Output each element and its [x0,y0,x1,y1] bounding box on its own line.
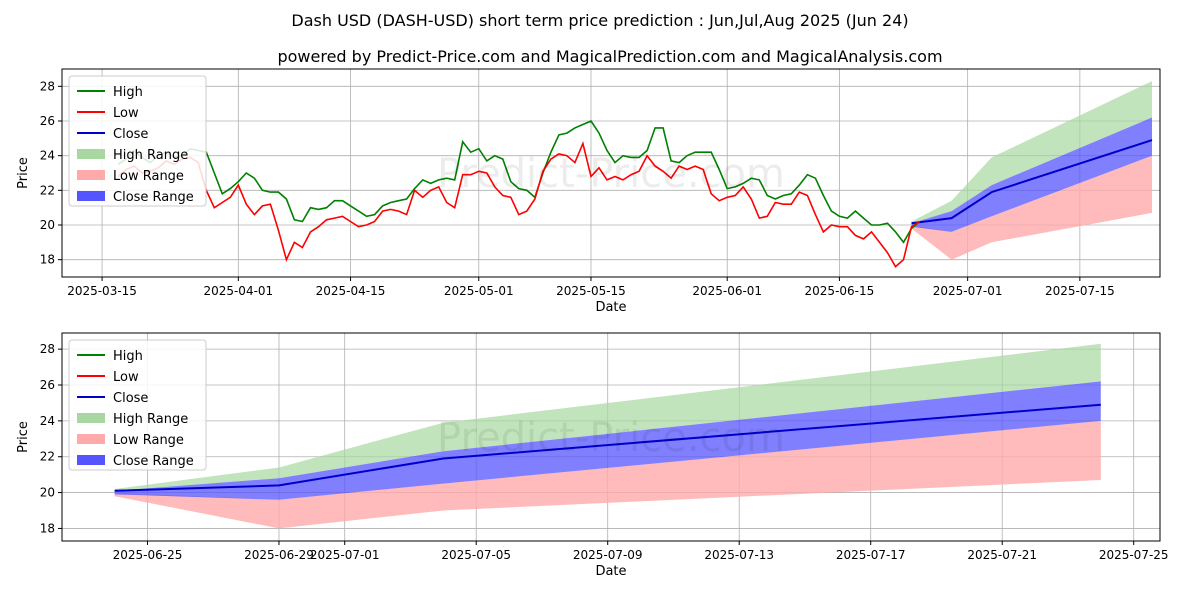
y-axis-label: Price [16,421,31,453]
plot-area [114,343,1101,529]
close-forecast-line [114,403,1101,492]
y-tick-label: 24 [40,414,55,428]
y-axis-label: Price [16,157,31,189]
chart-subtitle: powered by Predict-Price.com and Magical… [277,47,942,66]
legend-label-close-range: Close Range [113,190,194,205]
x-axis-label: Date [595,564,626,579]
low-range-band [114,420,1101,529]
x-tick-label: 2025-03-15 [67,284,137,298]
high-range-band [114,343,1101,491]
x-tick-label: 2025-07-09 [573,548,643,562]
chart-title: Dash USD (DASH-USD) short term price pre… [291,11,908,30]
legend-swatch-close-range [77,455,105,465]
y-tick-label: 18 [40,253,55,267]
legend-label-close: Close [113,127,148,142]
y-tick-label: 28 [40,342,55,356]
x-tick-label: 2025-06-25 [113,548,183,562]
legend: High Low Close High Range Low Range Close Ran… [68,339,207,471]
legend-swatch-low-range [77,434,105,444]
x-tick-label: 2025-07-05 [441,548,511,562]
x-tick-label: 2025-06-15 [805,284,875,298]
x-tick-label: 2025-07-21 [967,548,1037,562]
legend-label-high-range: High Range [113,148,188,163]
x-tick-label: 2025-04-01 [203,284,273,298]
watermark-text: Predict-Price.com [437,415,785,461]
x-tick-label: 2025-06-01 [692,284,762,298]
x-tick-label: 2025-05-15 [556,284,626,298]
high-range-band [911,81,1152,224]
y-tick-label: 28 [40,79,55,93]
legend-label-low-range: Low Range [113,169,184,184]
x-tick-label: 2025-07-01 [310,548,380,562]
plot-area [117,81,1153,268]
legend-label-close: Close [113,391,148,406]
x-tick-label: 2025-05-01 [444,284,514,298]
legend-label-low-range: Low Range [113,433,184,448]
legend-swatch-low-range [77,170,105,180]
y-tick-label: 26 [40,378,55,392]
legend-swatch-close-range [77,191,105,201]
legend-swatch-high-range [77,149,105,159]
high-history-line [117,119,921,244]
y-tick-label: 22 [40,450,55,464]
x-tick-label: 2025-07-01 [933,284,1003,298]
y-tick-label: 24 [40,149,55,163]
watermark-text: Predict-Price.com [437,151,785,197]
close-forecast-line [911,139,1153,225]
y-tick-label: 20 [40,218,55,232]
legend-label-low: Low [113,370,139,385]
x-tick-label: 2025-07-15 [1045,284,1115,298]
close-range-band [911,117,1152,232]
x-tick-label: 2025-07-25 [1099,548,1169,562]
low-range-band [911,155,1152,260]
close-range-band [114,381,1101,500]
y-tick-label: 26 [40,114,55,128]
y-tick-label: 22 [40,183,55,197]
axes-frame [61,68,1161,278]
y-tick-label: 20 [40,486,55,500]
axes-frame [61,332,1161,542]
legend-swatch-high-range [77,413,105,423]
legend-label-high: High [113,349,143,364]
legend: High Low Close High Range Low Range Close Ran… [68,75,207,207]
x-tick-label: 2025-06-29 [244,548,314,562]
x-tick-label: 2025-04-15 [316,284,386,298]
y-tick-label: 18 [40,521,55,535]
x-tick-label: 2025-07-13 [704,548,774,562]
low-history-line [117,140,921,268]
x-axis-label: Date [595,300,626,315]
x-tick-label: 2025-07-17 [836,548,906,562]
legend-label-high-range: High Range [113,412,188,427]
legend-label-close-range: Close Range [113,454,194,469]
legend-label-low: Low [113,106,139,121]
legend-label-high: High [113,85,143,100]
